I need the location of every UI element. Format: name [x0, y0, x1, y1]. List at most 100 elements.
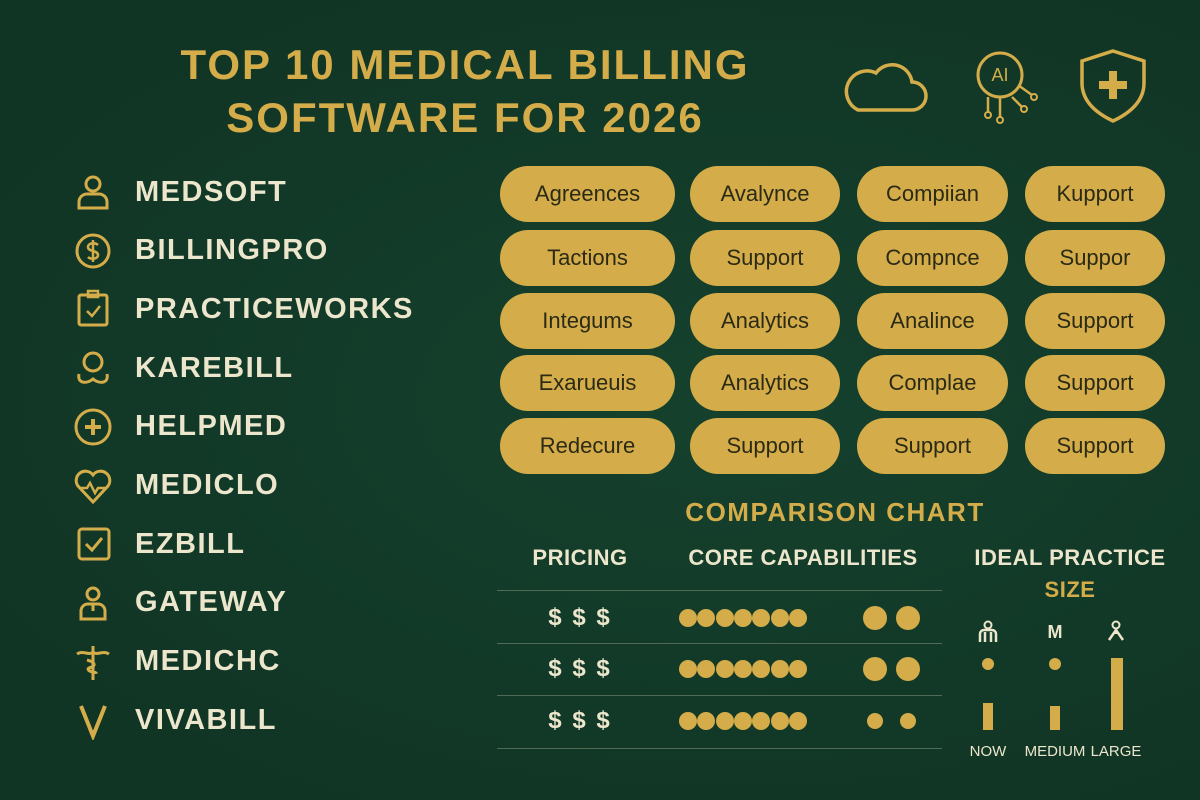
person-small-icon [1104, 620, 1128, 644]
software-name: HELPMED [135, 410, 288, 443]
software-name: GATEWAY [135, 586, 288, 619]
software-item: BILLINGPRO [70, 231, 329, 271]
header-pricing: PRICING [532, 545, 628, 570]
capability-dot [752, 712, 771, 730]
capability-dot [679, 609, 697, 627]
feature-pill: Redecure [500, 418, 675, 474]
capability-dot [752, 609, 771, 627]
header-ideal-practice: IDEAL PRACTICE [974, 545, 1166, 570]
doctor-icon [79, 586, 107, 621]
software-item: KAREBILL [70, 348, 294, 388]
title-line-2: SOFTWARE FOR 2026 [226, 94, 704, 141]
comparison-title: COMPARISON CHART [685, 497, 985, 527]
capability-dot [896, 657, 920, 681]
software-item: MEDICLO [70, 466, 279, 506]
capability-dot [900, 713, 916, 729]
capability-dot [867, 713, 883, 729]
capability-dot [733, 660, 752, 678]
size-dot [982, 658, 994, 670]
feature-pill: Support [690, 418, 840, 474]
size-bar [1111, 658, 1123, 730]
software-item: EZBILL [70, 524, 246, 564]
feature-pill: Avalynce [690, 166, 840, 222]
size-bar [983, 702, 993, 730]
software-item: VIVABILL [70, 700, 277, 741]
dollar-coin-icon [75, 233, 111, 269]
size-label: LARGE [1090, 743, 1142, 760]
pricing-value: $ $ $ [548, 655, 612, 682]
cloud-icon [844, 63, 928, 112]
feature-pill: Tactions [500, 230, 675, 286]
pricing-value: $ $ $ [548, 707, 612, 734]
divider [497, 695, 942, 696]
user-icon [77, 175, 109, 210]
capability-dot [863, 606, 887, 630]
size-label: NOW [969, 743, 1007, 760]
software-item: PRACTICEWORKS [70, 289, 414, 329]
software-item: MEDICHC [70, 642, 281, 682]
capability-dot [770, 609, 789, 627]
capability-dot [679, 712, 697, 730]
feature-pill: Agreences [500, 166, 675, 222]
software-item: MEDSOFT [70, 172, 287, 212]
feature-pill: Analytics [690, 293, 840, 349]
software-name: VIVABILL [135, 703, 277, 736]
capability-dot [697, 609, 716, 627]
heart-pulse-icon [74, 469, 112, 504]
size-bar [1050, 705, 1060, 730]
software-name: PRACTICEWORKS [135, 292, 414, 325]
feature-pill: Analince [857, 293, 1008, 349]
software-name: KAREBILL [135, 351, 294, 384]
feature-pill: Support [1025, 355, 1165, 411]
capability-dot [863, 657, 887, 681]
capability-dot [788, 712, 807, 730]
pricing-value: $ $ $ [548, 604, 612, 631]
shield-plus-icon [1080, 49, 1146, 123]
capability-dot [715, 660, 734, 678]
feature-pill: Analytics [690, 355, 840, 411]
software-name: EZBILL [135, 527, 246, 560]
caduceus-icon [76, 645, 110, 680]
clipboard-check-icon [77, 290, 109, 327]
software-name: MEDSOFT [135, 175, 288, 208]
header-size: SIZE [1044, 577, 1096, 602]
feature-pill: Support [1025, 418, 1165, 474]
capability-dot [679, 660, 697, 678]
feature-pill: Support [1025, 293, 1165, 349]
feature-pill: Support [857, 418, 1008, 474]
divider [497, 643, 942, 644]
feature-pill: Complae [857, 355, 1008, 411]
v-logo-icon [79, 705, 107, 741]
capability-dot [715, 712, 734, 730]
capability-dot [733, 609, 752, 627]
person-icon [976, 620, 1000, 644]
feature-pill: Support [690, 230, 840, 286]
size-label: MEDIUM [1024, 743, 1086, 760]
svg-text:AI: AI [991, 65, 1008, 85]
software-name: MEDICLO [135, 469, 280, 501]
capability-dot [770, 712, 789, 730]
ai-chip-icon: AI [976, 51, 1038, 124]
capability-dot [697, 712, 716, 730]
feature-pill: Suppor [1025, 230, 1165, 286]
capability-dot [715, 609, 734, 627]
size-dot [1049, 658, 1061, 670]
capability-dot [733, 712, 752, 730]
capability-dot [697, 660, 716, 678]
stethoscope-icon [77, 351, 109, 384]
feature-pill: Exarueuis [500, 355, 675, 411]
capability-dot [788, 660, 807, 678]
title-line-1: TOP 10 MEDICAL BILLING [180, 41, 750, 88]
software-item: GATEWAY [70, 583, 287, 623]
software-item: HELPMED [70, 407, 287, 447]
m-letter-icon: M [1047, 622, 1063, 642]
divider [497, 590, 942, 591]
feature-pill: Compiian [857, 166, 1008, 222]
header-core-capabilities: CORE CAPABILITIES [688, 545, 918, 570]
software-name: BILLINGPRO [135, 234, 329, 267]
feature-pill: Integums [500, 293, 675, 349]
feature-pill: Kupport [1025, 166, 1165, 222]
capability-dot [770, 660, 789, 678]
software-name: MEDICHC [135, 645, 281, 678]
